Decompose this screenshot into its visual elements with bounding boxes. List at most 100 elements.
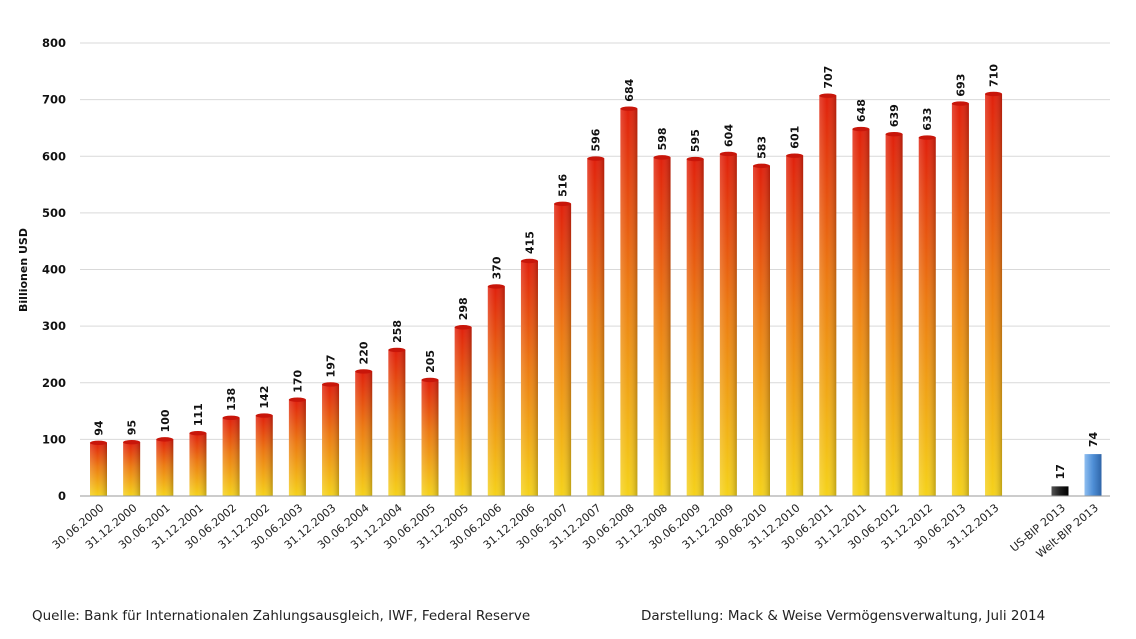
bar-shade — [786, 155, 804, 496]
bar — [918, 135, 936, 496]
bar-shade — [255, 415, 273, 496]
credit-note: Darstellung: Mack & Weise Vermögensverwa… — [641, 608, 1046, 624]
bar-shade — [587, 158, 605, 496]
data-label: 693 — [954, 74, 967, 97]
gdp-bar-body — [1084, 454, 1102, 496]
bar-shade — [288, 399, 306, 496]
bar — [189, 430, 207, 496]
bar-shade — [189, 433, 207, 496]
bar — [753, 163, 770, 496]
bar-cap — [288, 397, 306, 402]
x-axis-ticks: 30.06.200031.12.200030.06.200131.12.2001… — [50, 501, 1101, 560]
bar-cap — [587, 156, 605, 161]
bar — [90, 440, 107, 496]
bar-cap — [255, 413, 273, 418]
y-axis-ticks: 0 100 200 300 400 500 600 700 800 — [42, 36, 66, 503]
bar — [852, 126, 870, 496]
y-tick-label: 600 — [42, 149, 66, 163]
bar-cap — [951, 101, 969, 106]
data-label: 639 — [888, 104, 901, 127]
bar — [719, 151, 737, 497]
data-label: 142 — [258, 386, 271, 409]
bar-cap — [985, 91, 1003, 97]
bar-cap — [819, 93, 837, 98]
data-label: 95 — [126, 420, 139, 435]
gdp-bar — [1084, 454, 1102, 496]
data-label: 595 — [689, 129, 702, 152]
bar — [288, 397, 306, 496]
bar — [421, 377, 439, 496]
data-label: 138 — [225, 388, 238, 411]
data-label: 598 — [656, 127, 669, 150]
data-label: 220 — [358, 341, 371, 364]
bar-shade — [322, 384, 340, 496]
bar-shade — [123, 442, 141, 496]
bar-shade — [487, 286, 505, 496]
data-label: 684 — [623, 78, 636, 101]
bar-shade — [454, 327, 472, 496]
bar — [686, 156, 704, 497]
bar — [454, 325, 472, 496]
bar — [587, 156, 605, 496]
data-label: 648 — [855, 99, 868, 122]
bar — [255, 413, 273, 496]
bar — [487, 284, 505, 496]
bar-shade — [355, 371, 373, 496]
bar-cap — [322, 382, 340, 387]
data-label: 170 — [291, 369, 304, 392]
y-tick-label: 0 — [58, 489, 66, 503]
bar — [156, 437, 174, 496]
bar-shade — [819, 95, 837, 496]
y-tick-label: 700 — [42, 93, 66, 107]
bar-shade — [985, 93, 1003, 497]
data-label: 258 — [391, 320, 404, 343]
bar-shade — [653, 157, 671, 496]
data-label: 596 — [590, 128, 603, 151]
data-label: 415 — [523, 231, 536, 254]
gdp-bar-body — [1051, 486, 1069, 496]
bar-shade — [918, 137, 936, 496]
data-label: 710 — [988, 64, 1001, 87]
data-label: 370 — [490, 256, 503, 279]
data-label: 94 — [93, 420, 106, 436]
bar-shade — [686, 159, 704, 497]
bar — [520, 258, 538, 496]
bar-cap — [753, 163, 770, 169]
source-note: Quelle: Bank für Internationalen Zahlung… — [32, 608, 531, 624]
bar — [885, 131, 903, 496]
bar-cap — [520, 258, 538, 264]
bar — [819, 93, 837, 496]
data-label: 197 — [325, 354, 338, 377]
bar-cap — [719, 151, 737, 157]
data-label: 100 — [159, 409, 172, 432]
bar-cap — [454, 325, 472, 330]
bar — [951, 101, 969, 497]
bar — [786, 153, 804, 496]
bar-shade — [156, 439, 174, 496]
bar-cap — [222, 415, 240, 421]
bar-shade — [90, 442, 107, 496]
bar-cap — [554, 201, 572, 207]
bar — [985, 91, 1003, 497]
data-label: 111 — [192, 403, 205, 426]
bar-cap — [90, 440, 107, 445]
bar-cap — [189, 430, 207, 436]
data-label: 633 — [921, 108, 934, 131]
bar — [123, 440, 141, 496]
bar-cap — [852, 126, 870, 132]
bar-shade — [222, 417, 240, 496]
y-tick-label: 800 — [42, 36, 66, 50]
data-label: 516 — [557, 174, 570, 197]
bar — [222, 415, 240, 496]
bar-shade — [852, 129, 870, 496]
bar — [388, 347, 406, 496]
bar-cap — [388, 347, 406, 353]
bar-cap — [123, 440, 141, 445]
data-label: 298 — [457, 297, 470, 320]
bar-shade — [951, 103, 969, 497]
bar-shade — [620, 108, 638, 496]
data-label: 583 — [756, 136, 769, 159]
bar-cap — [156, 437, 174, 442]
bar-cap — [620, 106, 638, 111]
